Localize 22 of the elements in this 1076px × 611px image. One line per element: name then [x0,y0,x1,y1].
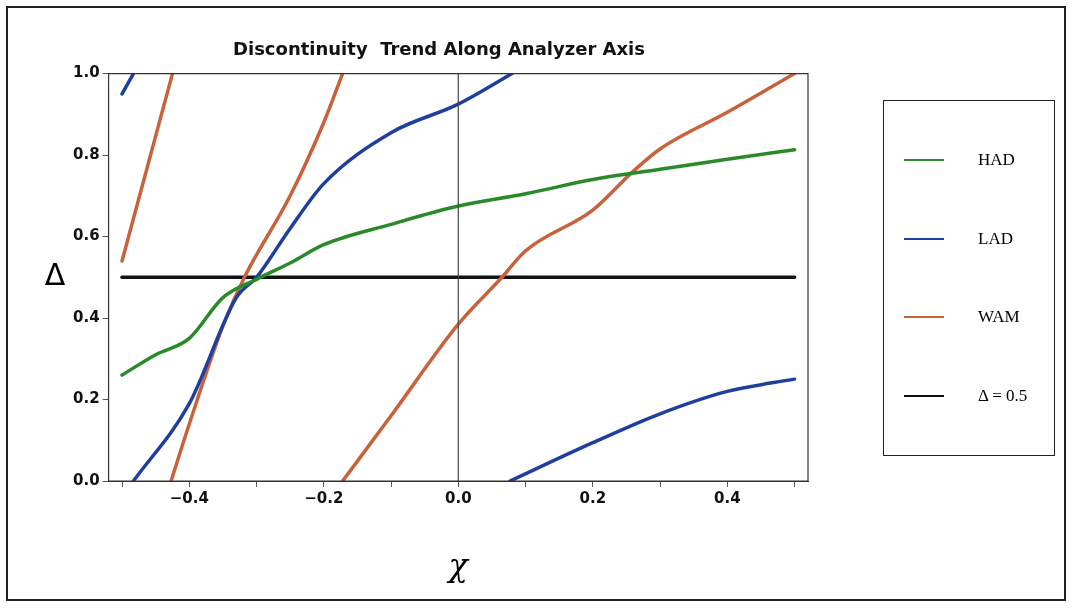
x-tick-label: −0.2 [304,488,344,507]
y-tick-label: 0.4 [72,307,100,326]
x-tick-label: 0.2 [579,488,607,507]
x-tick-label: 0.4 [714,488,741,507]
y-tick-label: 0.0 [72,470,100,489]
y-axis-title: Δ [44,257,66,293]
chart-title: Discontinuity Trend Along Analyzer Axis [233,38,645,60]
line-series [340,73,797,481]
y-tick-label: 0.2 [72,389,100,408]
line-series [508,377,797,481]
legend-label: LAD [978,228,1013,249]
y-tick-label: 0.8 [72,144,100,163]
y-tick-label: 0.6 [72,226,100,245]
line-series [131,73,514,481]
x-tick-label: 0.0 [445,488,472,507]
legend-label: WAM [978,307,1020,328]
legend-label: Δ = 0.5 [978,385,1028,406]
x-tick-label: −0.4 [169,488,209,507]
x-axis-title: χ [446,546,470,585]
y-tick-label: 1.0 [72,63,100,82]
line-series [120,148,797,377]
legend-label: HAD [978,150,1015,171]
